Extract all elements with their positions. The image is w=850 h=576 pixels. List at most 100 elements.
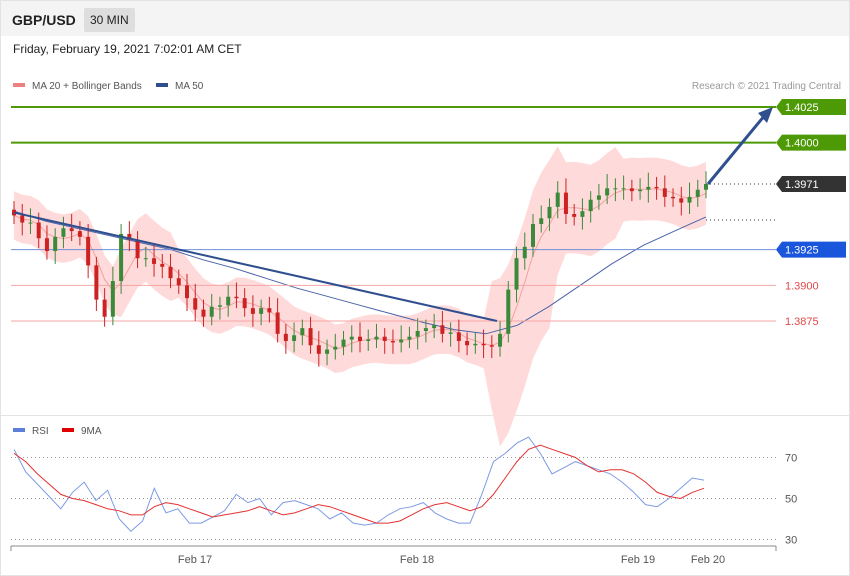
- legend-ma20-label: MA 20 + Bollinger Bands: [32, 81, 142, 92]
- legend-rsi: RSI: [13, 426, 49, 437]
- candle-body: [217, 305, 222, 307]
- candle-body: [143, 258, 148, 260]
- candle-body: [456, 332, 461, 341]
- candle-body: [77, 231, 82, 237]
- candle-body: [481, 343, 486, 346]
- candle-body: [671, 196, 676, 199]
- rsi-tick-label-30: 30: [785, 535, 797, 547]
- candle-body: [102, 299, 107, 317]
- candle-body: [53, 236, 58, 252]
- candle-body: [629, 188, 634, 192]
- price-tag-3: [776, 241, 846, 258]
- candle-body: [110, 281, 115, 317]
- candle-body: [259, 308, 264, 314]
- candle-body: [86, 236, 91, 266]
- rsi-tick-label-50: 50: [785, 494, 797, 506]
- price-tag-label-0: 1.4025: [785, 102, 819, 114]
- price-tag-label-3: 1.3925: [785, 245, 819, 257]
- candle-body: [514, 258, 519, 290]
- candle-body: [613, 188, 618, 190]
- candle-body: [44, 238, 49, 252]
- candle-body: [201, 309, 206, 317]
- price-tag-label-5: 1.3875: [785, 316, 819, 328]
- rsi-tick-label-70: 70: [785, 453, 797, 465]
- candle-body: [36, 222, 41, 239]
- price-tag-2: [776, 176, 846, 193]
- legend-ma20-swatch: [13, 83, 25, 88]
- copyright-text: Research © 2021 Trading Central: [691, 81, 841, 92]
- candle-body: [333, 346, 338, 350]
- candle-body: [242, 298, 247, 309]
- candle-body: [704, 184, 708, 190]
- candle-body: [399, 339, 404, 343]
- candle-body: [127, 233, 132, 240]
- candle-body: [94, 265, 99, 300]
- candle-body: [185, 285, 189, 299]
- candle-body: [234, 296, 239, 299]
- candle-body: [572, 214, 577, 217]
- candle-body: [662, 188, 667, 197]
- timeframe-button[interactable]: 30 MIN: [84, 8, 135, 32]
- price-tag-1: [776, 134, 846, 151]
- legend-rsi-label: RSI: [32, 426, 49, 437]
- legend-9ma: 9MA: [62, 426, 102, 437]
- legend-rsi-swatch: [13, 428, 25, 433]
- header-bar: GBP/USD 30 MIN: [1, 1, 849, 36]
- candle-body: [275, 312, 280, 334]
- candle-body: [679, 198, 684, 203]
- datetime-label: Friday, February 19, 2021 7:02:01 AM CET: [13, 42, 242, 56]
- candle-body: [547, 206, 552, 219]
- price-tag-0: [776, 99, 846, 115]
- bollinger-band: [14, 146, 706, 447]
- x-tick-label-1: Feb 18: [400, 554, 434, 566]
- x-tick-label-2: Feb 19: [621, 554, 655, 566]
- legend-ma50-swatch: [156, 83, 168, 88]
- candle-body: [20, 215, 25, 223]
- candle-body: [423, 328, 428, 331]
- candle-body: [366, 339, 371, 341]
- candle-body: [349, 336, 354, 340]
- candle-body: [506, 289, 511, 334]
- legend-9ma-swatch: [62, 428, 74, 433]
- candle-body: [415, 330, 420, 337]
- candle-body: [555, 192, 560, 207]
- candle-body: [646, 186, 651, 190]
- candle-body: [69, 228, 74, 232]
- candle-body: [539, 218, 544, 224]
- legend-ma20: MA 20 + Bollinger Bands: [13, 81, 142, 92]
- candle-body: [300, 328, 305, 336]
- candle-body: [522, 246, 527, 259]
- candle-body: [465, 340, 470, 346]
- candle-body: [596, 195, 601, 200]
- candle-body: [638, 189, 643, 192]
- candle-body: [341, 339, 346, 347]
- x-tick-label-3: Feb 20: [691, 554, 725, 566]
- legend-9ma-label: 9MA: [81, 426, 102, 437]
- price-tag-label-4: 1.3900: [785, 280, 819, 292]
- candle-body: [489, 345, 494, 347]
- candle-body: [358, 336, 362, 341]
- symbol-label: GBP/USD: [12, 12, 76, 28]
- legend-ma50: MA 50: [156, 81, 203, 92]
- candle-body: [308, 328, 313, 346]
- candle-body: [160, 263, 165, 267]
- candle-body: [267, 308, 272, 313]
- candle-body: [152, 258, 157, 264]
- trend-line: [13, 211, 498, 322]
- candle-body: [531, 223, 535, 247]
- candle-body: [283, 333, 288, 341]
- candle-body: [580, 211, 585, 217]
- candle-body: [316, 345, 321, 354]
- candle-body: [168, 266, 173, 279]
- legend-ma50-label: MA 50: [175, 81, 204, 92]
- candle-body: [209, 306, 214, 317]
- price-tag-label-1: 1.4000: [785, 138, 819, 150]
- rsi-series-9ma: [13, 444, 705, 524]
- candle-body: [588, 199, 593, 212]
- candle-body: [448, 332, 453, 334]
- candle-body: [135, 239, 140, 259]
- candle-body: [407, 336, 412, 340]
- candle-body: [473, 343, 478, 346]
- candle-body: [563, 192, 568, 214]
